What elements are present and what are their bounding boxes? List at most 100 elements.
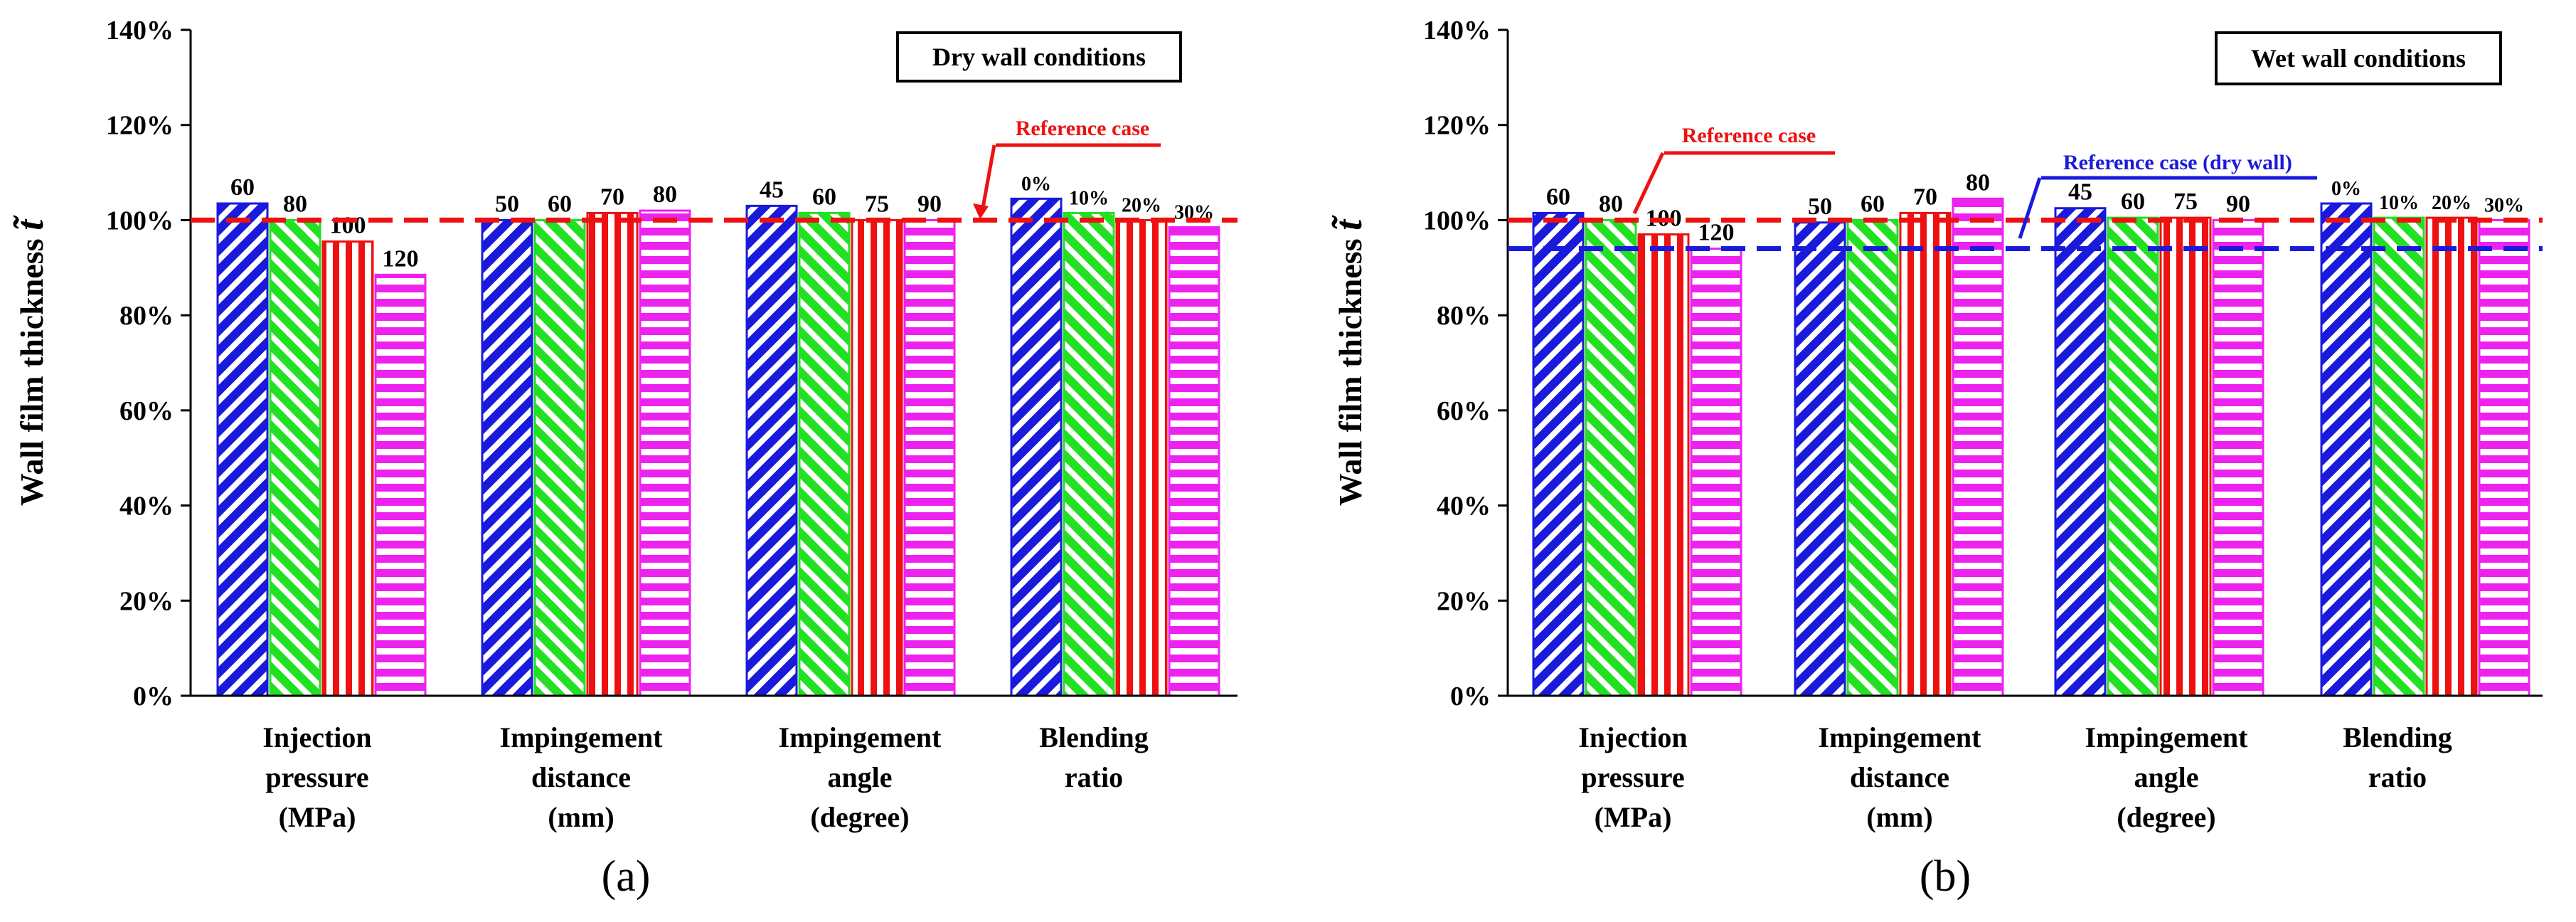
bar-data-label: 60 [1546, 184, 1570, 210]
y-tick-label: 0% [1450, 682, 1491, 711]
x-category-label-line: Impingement [779, 721, 942, 753]
bar-data-label: 90 [2226, 191, 2250, 217]
reference-leader-line [981, 144, 996, 208]
title-box [2215, 31, 2502, 85]
x-category-label-line: pressure [1581, 761, 1684, 793]
bar [2054, 207, 2107, 697]
x-category-label-line: Injection [262, 721, 371, 753]
bar-data-label: 60 [2121, 189, 2145, 215]
bar [745, 204, 798, 697]
bar-data-label: 45 [760, 176, 784, 203]
x-category-label-line: angle [2134, 761, 2198, 793]
x-category-label-line: (mm) [548, 801, 614, 833]
bar-data-label: 30% [2484, 194, 2524, 216]
x-category-label-line: Impingement [500, 721, 664, 753]
bar-data-label: 0% [2331, 178, 2361, 200]
x-category-label-line: (mm) [1866, 801, 1932, 833]
reference-leader-line [1632, 152, 1665, 215]
bar [2107, 216, 2159, 697]
bar [321, 240, 374, 697]
y-tick-label: 60% [119, 396, 174, 426]
y-tick-label: 60% [1437, 396, 1491, 426]
bar-data-label: 75 [2173, 189, 2198, 215]
y-axis-title-text: Wall film thickness [1332, 231, 1368, 506]
y-tick-label: 40% [119, 492, 174, 521]
bar [851, 218, 903, 697]
bar-data-label: 120 [1698, 220, 1735, 246]
x-category-label-line: (degree) [810, 801, 909, 833]
bar [903, 218, 956, 697]
x-category-label: Injection pressure (MPa) [262, 721, 371, 833]
x-category-label-line: angle [827, 761, 892, 793]
bar-data-label: 0% [1021, 173, 1051, 195]
bar [1010, 197, 1063, 697]
x-category-label-line: Injection [1578, 721, 1687, 753]
y-tick-label: 20% [1437, 586, 1491, 616]
y-axis-title-text: Wall film thickness [14, 231, 50, 506]
x-category-label-line: ratio [2368, 761, 2427, 793]
x-category-label: Blending ratio [1039, 721, 1148, 793]
chart-title: Wet wall conditions [2251, 44, 2466, 73]
y-tick-label: 80% [119, 301, 174, 331]
bar-data-label: 10% [2379, 192, 2419, 214]
bar [1846, 218, 1899, 697]
x-category-label-line: Blending [2343, 721, 2452, 753]
bar-data-label: 60 [812, 184, 836, 210]
panel-label: (b) [1920, 852, 1971, 901]
bar [2425, 216, 2478, 697]
x-category-label-line: distance [531, 761, 631, 793]
panel-label: (a) [602, 852, 651, 901]
bar [269, 218, 321, 697]
bar [1532, 211, 1585, 697]
reference-line-label: Reference case [1682, 124, 1816, 147]
y-tick-label: 80% [1437, 301, 1491, 331]
bar-data-label: 80 [1599, 191, 1623, 217]
y-tick-label: 140% [106, 16, 174, 46]
x-category-label-line: (degree) [2117, 801, 2215, 833]
bar-data-label: 60 [548, 191, 572, 217]
bar-data-label: 100 [330, 213, 366, 239]
bar [481, 218, 533, 697]
bar [798, 211, 851, 697]
x-category-label: Impingement angle (degree) [779, 721, 942, 833]
bar [1690, 248, 1742, 697]
bar-data-label: 60 [230, 174, 255, 201]
chart-title: Dry wall conditions [932, 43, 1146, 71]
bar [216, 202, 269, 697]
bar [586, 211, 639, 697]
bar [2373, 216, 2425, 697]
bar [2212, 218, 2264, 697]
y-tick-label: 120% [1423, 111, 1491, 141]
bar [2159, 216, 2212, 697]
bar-data-label: 75 [865, 191, 889, 217]
bar [1115, 218, 1168, 697]
x-category-label: Impingement angle (degree) [2085, 721, 2249, 833]
title-box [896, 31, 1182, 83]
bar-data-label: 120 [383, 245, 419, 272]
reference-line-label: Reference case (dry wall) [2063, 151, 2292, 174]
bar [2320, 202, 2373, 697]
y-tick-label: 120% [106, 111, 174, 141]
bar [533, 218, 586, 697]
x-category-label-line: Impingement [1819, 721, 1982, 753]
y-axis-title: Wall film thickness t̃ [1327, 215, 1370, 506]
x-category-label-line: Blending [1039, 721, 1148, 753]
x-category-label-line: Impingement [2085, 721, 2249, 753]
x-category-label-line: (MPa) [279, 801, 356, 833]
x-category-label-line: ratio [1065, 761, 1123, 793]
bar-data-label: 20% [2432, 192, 2471, 214]
x-category-label-line: pressure [265, 761, 368, 793]
bar-data-label: 50 [1808, 194, 1832, 220]
y-axis-title-symbol: t̃ [1327, 215, 1370, 231]
bar-data-label: 60 [1861, 191, 1885, 217]
y-axis-title: Wall film thickness t̃ [9, 215, 51, 506]
x-category-label-line: distance [1850, 761, 1949, 793]
bar [1063, 211, 1115, 697]
reference-arrowhead [973, 203, 989, 219]
bar-data-label: 90 [917, 191, 942, 217]
reference-leader-line [2018, 177, 2042, 239]
y-tick-label: 140% [1423, 16, 1491, 46]
y-tick-label: 0% [133, 682, 174, 711]
bar-data-label: 10% [1069, 187, 1109, 209]
